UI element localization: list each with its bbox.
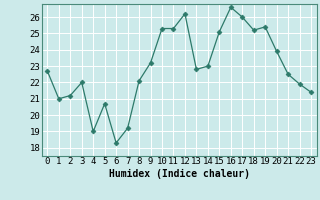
X-axis label: Humidex (Indice chaleur): Humidex (Indice chaleur) xyxy=(109,169,250,179)
